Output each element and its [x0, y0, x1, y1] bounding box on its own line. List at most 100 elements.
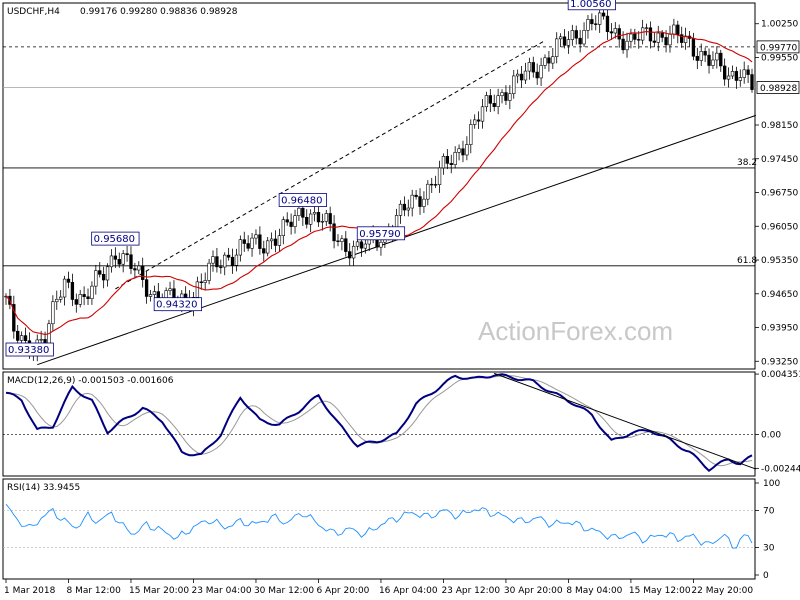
candle-up — [406, 207, 410, 211]
swing-label: 0.95790 — [356, 226, 406, 241]
candle-down — [461, 148, 465, 156]
price-tag: 0.98928 — [756, 81, 800, 94]
candle-down — [621, 38, 625, 51]
swing-label-box — [356, 226, 406, 241]
candle-down — [652, 40, 657, 43]
price-panel-frame — [2, 2, 756, 370]
swing-label-box — [567, 0, 616, 11]
watermark: ActionForex.com — [478, 316, 673, 346]
candle-up — [148, 294, 153, 297]
candle-down — [562, 36, 567, 46]
candle-down — [258, 234, 262, 249]
candle-up — [484, 95, 489, 108]
candle-up — [683, 35, 688, 43]
x-tick-label: 1 Mar 2018 — [4, 586, 56, 596]
candle-up — [355, 241, 360, 247]
candle-up — [152, 291, 157, 295]
candle-up — [515, 73, 520, 77]
candle-down — [246, 243, 250, 249]
candle-up — [234, 254, 239, 266]
rsi-panel: 100 70 30 0 RSI(14) 33.9455 — [2, 478, 780, 581]
candle-up — [94, 270, 98, 287]
candle-up — [508, 93, 512, 101]
channel-trendline — [115, 40, 546, 290]
candle-up — [410, 194, 414, 209]
candle-up — [109, 255, 114, 268]
candle-up — [656, 32, 660, 43]
candle-up — [320, 221, 325, 223]
candle-up — [55, 298, 59, 303]
macd-y-tick-label: 0.00 — [761, 430, 781, 440]
candle-down — [86, 296, 90, 299]
price-y-tick-label: 1.00250 — [761, 20, 798, 30]
candle-up — [465, 144, 469, 156]
x-tick-label: 30 Apr 20:00 — [504, 586, 563, 596]
candle-up — [539, 65, 543, 79]
candle-down — [660, 32, 664, 38]
candle-down — [695, 55, 699, 61]
rsi-panel-frame — [2, 478, 756, 580]
ohlc-readout: 0.99176 0.99280 0.98836 0.98928 — [80, 7, 238, 17]
candle-down — [722, 65, 727, 80]
candle-down — [648, 27, 653, 42]
candle-down — [125, 253, 129, 256]
candle-up — [19, 335, 24, 341]
candle-down — [574, 30, 578, 39]
x-tick-label: 23 Mar 04:00 — [191, 586, 251, 596]
candle-down — [23, 335, 28, 342]
candle-up — [195, 281, 200, 298]
candle-up — [613, 28, 617, 34]
price-panel: ActionForex.com 38.2 61.8 0.93380 0.95680 0… — [2, 0, 800, 370]
swing-label: 1.00560 — [567, 0, 616, 11]
candle-down — [535, 71, 539, 79]
macd-y-tick-label: -0.002448 — [761, 464, 800, 474]
swing-label-text: 0.95790 — [359, 229, 400, 240]
macd-title: MACD(12,26,9) -0.001503 -0.001606 — [7, 376, 174, 386]
candle-down — [449, 163, 453, 165]
candle-up — [730, 71, 735, 77]
x-tick-label: 30 Mar 12:00 — [254, 586, 314, 596]
x-tick-label: 6 Apr 20:00 — [316, 586, 369, 596]
candle-down — [332, 223, 336, 242]
candle-down — [547, 57, 551, 64]
price-y-tick-label: 0.98150 — [761, 121, 798, 131]
candle-down — [746, 69, 750, 75]
candle-down — [734, 71, 739, 81]
price-tag-text: 0.98928 — [760, 84, 797, 94]
candle-up — [51, 301, 55, 325]
candle-down — [719, 52, 723, 67]
candle-up — [168, 288, 172, 291]
x-tick-label: 15 May 12:00 — [629, 586, 691, 596]
candle-down — [594, 23, 598, 25]
candle-down — [16, 330, 20, 341]
swing-label-box — [278, 193, 327, 207]
candle-down — [117, 259, 121, 265]
candle-down — [219, 266, 223, 268]
candle-down — [359, 241, 364, 249]
candle-down — [488, 95, 492, 104]
candle-up — [293, 215, 297, 227]
candle-up — [711, 59, 715, 66]
candle-up — [570, 30, 575, 40]
x-tick-label: 16 Apr 04:00 — [379, 586, 438, 596]
candle-down — [609, 31, 614, 34]
x-tick-label: 22 May 20:00 — [691, 586, 753, 596]
price-tag-text: 0.99770 — [760, 43, 797, 53]
candle-up — [340, 238, 344, 242]
candle-down — [617, 28, 621, 40]
candle-down — [133, 268, 137, 271]
candle-down — [226, 254, 231, 258]
candle-up — [266, 240, 270, 254]
macd-panel-frame — [2, 371, 756, 477]
rsi-y-tick-label: 0 — [763, 571, 769, 581]
candle-down — [273, 238, 278, 246]
candle-up — [59, 296, 63, 300]
candle-down — [336, 240, 340, 242]
rsi-y-tick-label: 70 — [763, 507, 775, 517]
candle-down — [348, 251, 352, 259]
price-y-tick-label: 0.93250 — [761, 357, 798, 367]
price-y-tick-label: 0.96050 — [761, 222, 798, 232]
swing-label: 0.93380 — [5, 342, 54, 357]
candle-down — [199, 281, 203, 283]
